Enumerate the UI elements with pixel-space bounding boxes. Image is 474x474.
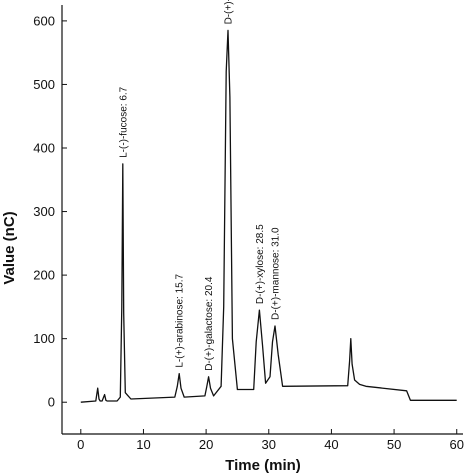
x-tick-label: 60 — [450, 437, 464, 452]
peak-label: L-(-)-fucose: 6.7 — [118, 86, 129, 158]
x-tick-label: 50 — [387, 437, 401, 452]
x-tick-label: 40 — [324, 437, 338, 452]
y-tick-label: 100 — [33, 331, 55, 346]
y-tick-label: 200 — [33, 268, 55, 283]
y-tick-label: 400 — [33, 141, 55, 156]
y-tick-label: 0 — [48, 395, 55, 410]
peak-label: D-(+)-xylose: 28.5 — [255, 224, 266, 304]
y-axis-ticks: 0 100 200 300 400 500 600 — [33, 13, 67, 410]
x-tick-label: 10 — [136, 437, 150, 452]
x-axis-title: Time (min) — [225, 457, 301, 474]
peak-label: L-(+)-arabinose: 15.7 — [175, 274, 186, 368]
x-tick-label: 20 — [199, 437, 213, 452]
x-tick-label: 30 — [262, 437, 276, 452]
chromatogram-trace — [80, 29, 457, 403]
peak-annotations: L-(-)-fucose: 6.7 L-(+)-arabinose: 15.7 D-… — [118, 0, 281, 371]
peak-label: D-(+)-mannose: 31.0 — [271, 227, 282, 320]
y-tick-label: 500 — [33, 77, 55, 92]
y-axis-title: Value (nC) — [1, 211, 18, 284]
x-axis-ticks: 0 10 20 30 40 50 60 — [77, 429, 464, 452]
axes — [61, 5, 463, 435]
y-tick-label: 300 — [33, 204, 55, 219]
y-tick-label: 600 — [33, 13, 55, 28]
peak-label: D-(+)-glucose: 23.5 — [224, 0, 235, 24]
series-group — [80, 29, 457, 403]
peak-label: D-(+)-galactose: 20.4 — [204, 276, 215, 371]
x-tick-label: 0 — [77, 437, 84, 452]
